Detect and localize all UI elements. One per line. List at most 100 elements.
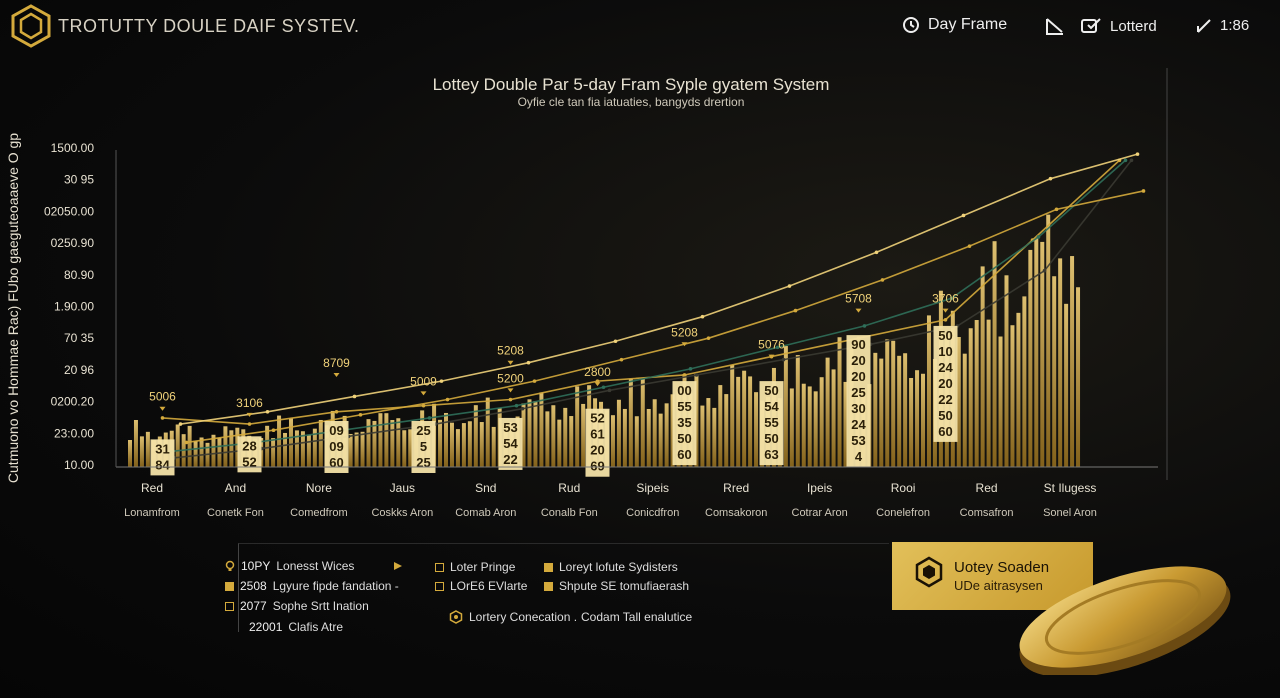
data-label-marker [594,382,601,387]
data-label: 5208 [497,344,524,358]
promo-title: Uotey Soaden [954,559,1050,576]
series-point [532,379,537,383]
number-stack-value: 20 [590,443,604,458]
series-point [781,357,786,362]
series-point [793,308,798,313]
hexagon-logo-icon[interactable] [10,4,52,48]
series-point [178,422,183,426]
series-point [520,406,525,411]
x-tick-sublabel: Conelefron [876,507,930,519]
chart-title: Lottey Double Par 5-day Fram Syple gyate… [433,75,830,94]
x-tick-label: Rred [723,481,749,495]
lotterd-button[interactable]: Lotterd [1080,17,1157,35]
bar [306,434,311,467]
data-label: 5208 [671,325,698,339]
legend-item[interactable]: Loreyt lofute Sydisters [544,560,678,574]
promo-card[interactable]: Uotey Soaden UDe aitrasysen [892,542,1093,610]
series-point [1141,189,1146,193]
number-stack-value: 54 [503,436,518,451]
day-frame-label: Day Frame [928,16,1008,33]
bar [318,419,323,467]
bar [807,386,812,467]
time-display: 1:86 [1196,17,1249,34]
bar [724,394,729,467]
x-tick-label: Sipeis [636,481,669,495]
bar [628,378,633,467]
arrow-right-icon [394,562,403,570]
series-point [880,278,885,282]
bar [1022,296,1027,467]
series-point [160,416,165,420]
time-label: 1:86 [1220,17,1250,34]
bar [312,428,317,467]
series-point [682,373,687,377]
bar [557,419,562,467]
tool-button[interactable] [1044,16,1066,38]
legend-item[interactable]: 2077 Sophe Srtt Ination [225,599,369,613]
legend-item[interactable]: Codam Tall enalutice [581,610,693,624]
bar [229,430,234,467]
bar [1040,241,1045,467]
series-point [334,409,339,414]
bar [962,353,967,467]
data-label-marker [507,388,514,393]
x-tick-label: Jaus [390,481,415,495]
pen-icon [1197,18,1211,33]
number-stack-value: 22 [503,452,517,467]
bar [640,378,645,467]
legend-swatch [544,581,553,591]
bar [491,426,496,467]
legend-item[interactable]: 10PY Lonesst Wices [225,559,404,573]
legend-item[interactable]: 2508 Lgyure fipde fandation - [225,579,399,593]
x-tick-label: Rooi [891,481,916,495]
legend-item[interactable]: 22001 Clafis Atre [249,620,344,634]
bar [664,403,669,467]
bar [1058,258,1063,467]
bar [801,383,806,467]
legend-item[interactable]: Lortery Conecation . [449,610,577,624]
bar [819,377,824,467]
series-point [247,422,252,426]
bar [980,266,985,467]
lotterd-label: Lotterd [1110,17,1157,35]
data-label-marker [159,406,166,411]
series-point [619,357,624,362]
bar [569,416,574,467]
series-point [1048,176,1053,181]
bar [133,419,138,467]
data-label: 5009 [410,374,437,388]
series-point [874,250,879,255]
series-point [607,388,612,393]
series-point [613,339,618,344]
day-frame-button[interactable]: Day Frame [902,16,1007,34]
legend-item[interactable]: Shpute SE tomufiaerash [544,579,689,593]
bar [742,370,747,467]
number-stack-value: 09 [329,439,343,454]
x-tick-sublabel: Comedfrom [290,507,347,519]
bar [479,422,484,467]
bar [837,337,842,467]
bar [467,421,472,467]
data-label: 2800 [584,365,611,379]
number-stack-box [498,417,523,470]
bar [825,357,830,467]
x-tick-sublabel: Conetk Fon [207,507,264,519]
series-point [1123,158,1128,163]
legend-item[interactable]: LOrE6 EVlarte [435,579,527,593]
x-tick-label: And [225,481,246,495]
bar [1010,325,1015,467]
y-tick-label: 1.90.00 [54,300,94,314]
number-stack-value: 5 [420,439,427,454]
number-stack-value: 09 [329,423,343,438]
bar [283,432,288,467]
bar [754,392,759,467]
number-stack-value: 55 [677,399,691,414]
bar [652,399,657,467]
bar [879,358,884,467]
hexagon-logo-icon [915,556,943,588]
bar [139,436,144,467]
legend-item[interactable]: Loter Pringe [435,560,515,574]
bar [1028,249,1033,467]
number-stack-value: 4 [855,449,863,464]
bar [1070,256,1075,467]
